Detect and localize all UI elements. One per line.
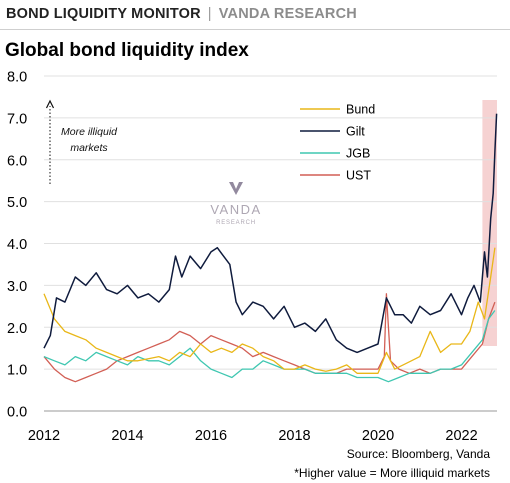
x-tick-label: 2020 <box>362 428 394 444</box>
y-tick-label: 3.0 <box>7 279 27 295</box>
series-line-gilt <box>43 113 498 354</box>
header-divider <box>0 29 510 30</box>
report-header: BOND LIQUIDITY MONITOR | VANDA RESEARCH <box>6 3 357 25</box>
brand-name: VANDA RESEARCH <box>218 6 357 22</box>
y-tick-label: 1.0 <box>7 363 27 379</box>
vanda-logo-icon <box>229 182 243 195</box>
footnote: *Higher value = More illiquid markets <box>294 466 490 480</box>
annotation-line-1: More illiquid <box>61 126 118 138</box>
legend-label-gilt: Gilt <box>346 125 365 139</box>
annotation-arrowhead-icon <box>45 99 55 109</box>
x-tick-label: 2016 <box>195 428 227 444</box>
legend-label-ust: UST <box>346 169 371 183</box>
x-tick-label: 2018 <box>278 428 310 444</box>
legend-label-jgb: JGB <box>346 147 370 161</box>
header-separator: | <box>207 6 212 22</box>
legend-label-bund: Bund <box>346 103 375 117</box>
y-tick-label: 4.0 <box>7 237 27 253</box>
series-line-jgb <box>43 310 496 383</box>
series-line-ust <box>43 293 496 383</box>
y-tick-label: 7.0 <box>7 111 27 127</box>
watermark-sub: RESEARCH <box>216 220 256 226</box>
y-tick-label: 0.0 <box>7 405 27 421</box>
x-tick-label: 2022 <box>445 428 477 444</box>
report-name: BOND LIQUIDITY MONITOR <box>6 6 201 22</box>
series-line-bund <box>43 247 496 374</box>
x-tick-label: 2012 <box>28 428 60 444</box>
y-tick-label: 5.0 <box>7 195 27 211</box>
source-note: Source: Bloomberg, Vanda <box>346 447 490 461</box>
chart-title: Global bond liquidity index <box>5 40 249 61</box>
y-tick-label: 8.0 <box>7 70 27 86</box>
watermark-name: VANDA <box>210 202 261 217</box>
y-tick-label: 6.0 <box>7 153 27 169</box>
annotation-line-2: markets <box>70 142 108 154</box>
y-tick-label: 2.0 <box>7 321 27 337</box>
x-tick-label: 2014 <box>111 428 143 444</box>
